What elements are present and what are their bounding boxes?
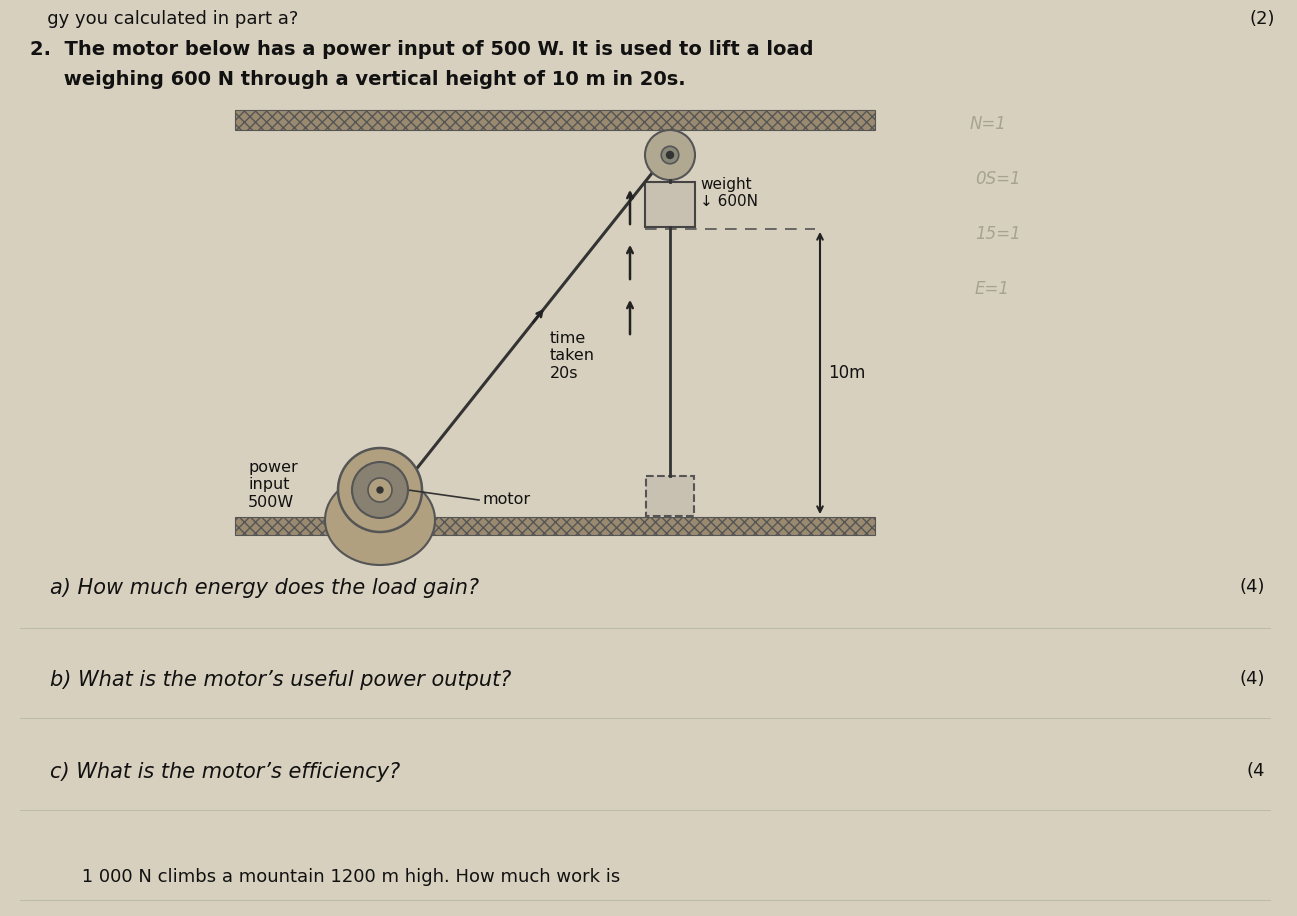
Circle shape bbox=[368, 478, 392, 502]
Text: b) What is the motor’s useful power output?: b) What is the motor’s useful power outp… bbox=[51, 670, 511, 690]
Circle shape bbox=[377, 487, 383, 493]
Circle shape bbox=[339, 448, 422, 532]
Text: 15=1: 15=1 bbox=[975, 225, 1021, 243]
Text: E=1: E=1 bbox=[975, 280, 1010, 298]
Text: power
input
500W: power input 500W bbox=[248, 460, 298, 510]
Circle shape bbox=[351, 462, 409, 518]
Text: ↓ 600N: ↓ 600N bbox=[700, 194, 757, 209]
Text: 10m: 10m bbox=[827, 364, 865, 382]
Bar bbox=[646, 476, 694, 516]
Bar bbox=[235, 517, 875, 535]
Text: 2.  The motor below has a power input of 500 W. It is used to lift a load: 2. The motor below has a power input of … bbox=[30, 40, 813, 59]
Text: weight: weight bbox=[700, 177, 752, 192]
Text: time
taken
20s: time taken 20s bbox=[550, 331, 594, 380]
Bar bbox=[235, 110, 875, 130]
Text: (4: (4 bbox=[1246, 762, 1265, 780]
Text: gy you calculated in part a?: gy you calculated in part a? bbox=[30, 10, 298, 28]
Text: weighing 600 N through a vertical height of 10 m in 20s.: weighing 600 N through a vertical height… bbox=[30, 70, 686, 89]
Bar bbox=[645, 182, 695, 227]
Circle shape bbox=[667, 151, 673, 158]
Text: a) How much energy does the load gain?: a) How much energy does the load gain? bbox=[51, 578, 479, 598]
Text: 0S=1: 0S=1 bbox=[975, 170, 1021, 188]
Text: (2): (2) bbox=[1249, 10, 1275, 28]
Text: (4): (4) bbox=[1240, 578, 1265, 596]
Ellipse shape bbox=[326, 475, 434, 565]
Text: (4): (4) bbox=[1240, 670, 1265, 688]
Circle shape bbox=[661, 147, 678, 164]
Text: 1 000 N climbs a mountain 1200 m high. How much work is: 1 000 N climbs a mountain 1200 m high. H… bbox=[30, 868, 620, 886]
Text: N=1: N=1 bbox=[970, 115, 1006, 133]
Text: c) What is the motor’s efficiency?: c) What is the motor’s efficiency? bbox=[51, 762, 401, 782]
Circle shape bbox=[645, 130, 695, 180]
Text: motor: motor bbox=[482, 493, 530, 507]
